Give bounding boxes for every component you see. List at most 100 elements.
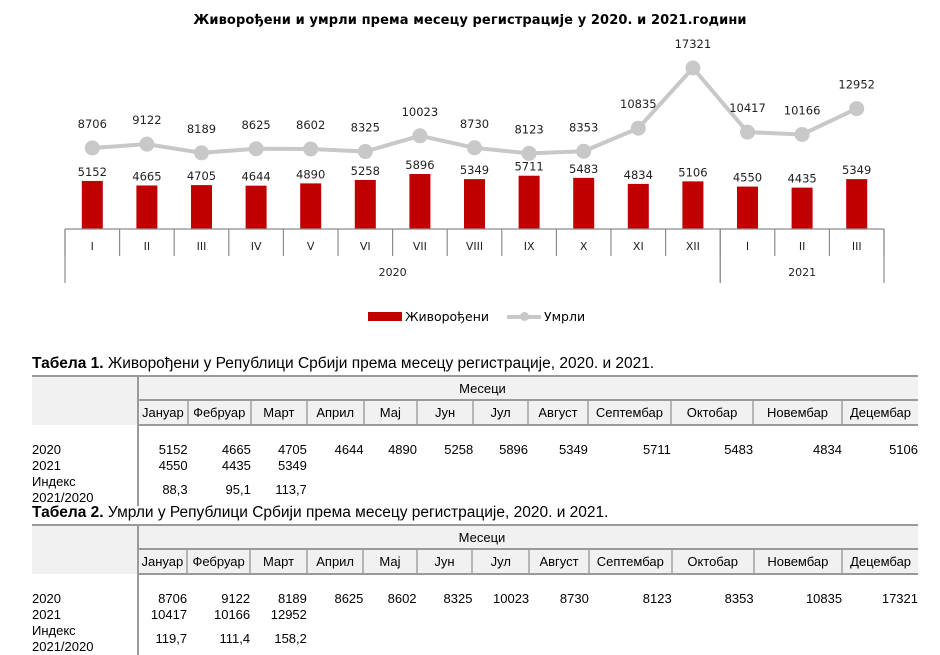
x-tick-label: II [799, 240, 806, 253]
month-header: Октобар [670, 548, 754, 575]
bar-births [354, 179, 376, 229]
cell-value: 8189 [277, 591, 307, 606]
month-header: Август [527, 399, 588, 426]
cell-value: 17321 [881, 591, 918, 606]
cell-value [754, 623, 843, 655]
month-header: Август [528, 548, 589, 575]
line-value-label: 10166 [784, 103, 821, 117]
line-value-label: 12952 [838, 78, 875, 92]
x-tick-label: VII [413, 240, 427, 253]
cell-value: 158,2 [274, 631, 307, 646]
cell-value [307, 607, 364, 623]
table1-caption-number: Табела 1. [32, 355, 104, 372]
table1-caption: Табела 1. Живорођени у Републици Србији … [32, 355, 654, 373]
bar-value-label: 4550 [733, 171, 762, 185]
cell-value: 88,3 [162, 482, 188, 497]
cell-value: 8706 [158, 591, 188, 606]
cell-value [672, 623, 754, 655]
cell-value: 5483 [724, 442, 754, 457]
cell-value: 10023 [493, 591, 530, 606]
bar-value-label: 5258 [351, 164, 380, 178]
cell-value [589, 623, 672, 655]
deaths-point [303, 141, 319, 157]
row-label: Индекс 2021/2020 [32, 474, 140, 506]
cell-value [589, 607, 672, 623]
line-value-label: 9122 [132, 113, 161, 127]
bar-value-label: 4834 [624, 168, 653, 182]
row-label: 2021 [32, 458, 140, 474]
deaths-point [84, 140, 100, 156]
chart-title: Живорођени и умрли према месецу регистра… [193, 13, 747, 28]
group-header: Месеци [138, 375, 918, 400]
x-tick-label: III [197, 240, 207, 253]
bar-value-label: 4705 [187, 169, 216, 183]
month-header: Новембар [752, 399, 842, 426]
x-group-label: 2020 [379, 266, 407, 279]
bar-births [81, 180, 103, 229]
line-value-label: 8602 [296, 118, 325, 132]
bar-births [191, 185, 212, 229]
month-header: Фебруар [186, 399, 251, 426]
header-corner [32, 375, 140, 425]
bar-value-label: 5896 [405, 158, 434, 172]
bar-value-label: 4890 [296, 167, 325, 181]
bar-births [682, 181, 704, 229]
deaths-table: Месеци Јануар Фебруар Март Април Мај Јун Јул Авг… [32, 524, 918, 655]
cell-value [672, 607, 754, 623]
deaths-point [630, 120, 646, 136]
table-row: 2021 10417 10166 12952 [32, 607, 918, 623]
cell-value [671, 474, 753, 506]
month-header: Децембар [841, 548, 918, 575]
cell-value: 4665 [221, 442, 251, 457]
row-label: 2020 [32, 442, 140, 458]
table-row: Индекс 2021/2020 119,7 111,4 158,2 [32, 623, 918, 655]
cell-value [363, 607, 416, 623]
cell-value: 5896 [499, 442, 529, 457]
bar-value-label: 5349 [842, 163, 871, 177]
x-tick-label: V [307, 240, 315, 253]
cell-value [529, 623, 589, 655]
x-tick-label: IV [251, 240, 262, 253]
cell-value [588, 474, 671, 506]
bar-births [791, 187, 813, 229]
month-header: Мај [362, 548, 417, 575]
bar-value-label: 5349 [460, 163, 489, 177]
month-header: Јануар [137, 399, 188, 426]
cell-value [307, 623, 364, 655]
x-tick-label: VIII [466, 240, 483, 253]
row-label: Индекс 2021/2020 [32, 623, 139, 655]
row-label: 2021 [32, 607, 139, 623]
cell-value: 5152 [158, 442, 188, 457]
deaths-point [139, 136, 155, 152]
x-tick-label: I [746, 240, 749, 253]
cell-value: 111,4 [219, 631, 251, 646]
chart-legend: Живорођени Умрли [368, 309, 585, 324]
cell-value: 9122 [221, 591, 251, 606]
cell-value [473, 458, 528, 474]
bar-births [409, 174, 431, 229]
month-header: Децембар [840, 399, 918, 426]
cell-value: 4550 [158, 458, 188, 473]
bar-births [464, 179, 485, 229]
x-tick-label: XI [633, 240, 644, 253]
cell-value: 4644 [334, 442, 364, 457]
cell-value [528, 458, 588, 474]
cell-value [842, 607, 918, 623]
cell-value [753, 458, 842, 474]
x-tick-label: IX [524, 240, 535, 253]
month-header: Септембар [586, 399, 671, 426]
legend-deaths-label: Умрли [543, 309, 586, 324]
cell-value [588, 458, 671, 474]
cell-value: 8123 [642, 591, 672, 606]
deaths-point [576, 143, 592, 159]
cell-value [417, 607, 473, 623]
table-row: 2021 4550 4435 5349 [32, 458, 918, 474]
bar-births [627, 183, 649, 229]
cell-value [417, 623, 473, 655]
bar-value-label: 5152 [78, 165, 107, 179]
line-value-label: 10835 [620, 97, 657, 111]
legend-births-label: Живорођени [405, 309, 489, 324]
bar-births [136, 185, 158, 229]
cell-value: 95,1 [225, 482, 251, 497]
table2-caption-number: Табела 2. [32, 504, 104, 521]
